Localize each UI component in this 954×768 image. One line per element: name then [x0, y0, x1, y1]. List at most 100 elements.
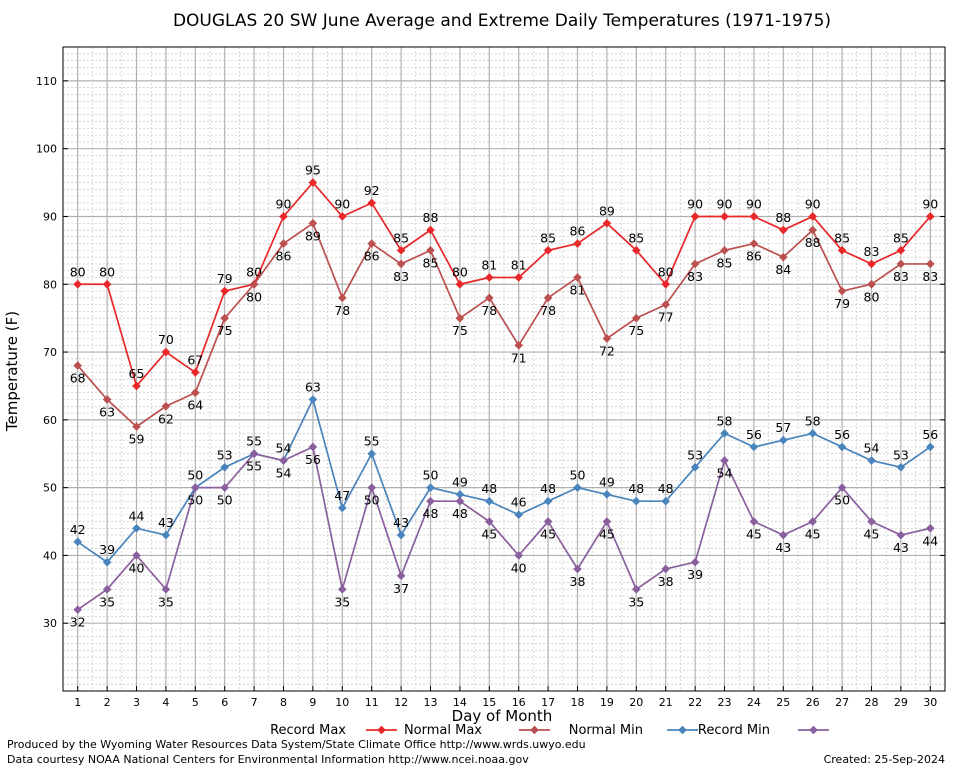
- data-label: 50: [187, 493, 203, 508]
- x-tick-label: 18: [571, 696, 585, 709]
- x-tick-label: 5: [192, 696, 199, 709]
- data-point: [514, 340, 524, 350]
- x-tick-label: 25: [776, 696, 790, 709]
- data-label: 95: [305, 163, 321, 178]
- data-label: 85: [423, 255, 439, 270]
- data-point: [867, 517, 876, 526]
- data-label: 35: [158, 594, 174, 609]
- legend-item: Normal Min: [569, 723, 698, 738]
- data-label: 32: [70, 615, 86, 630]
- y-tick-label: 80: [43, 278, 57, 291]
- data-label: 53: [893, 447, 909, 462]
- x-tick-label: 8: [280, 696, 287, 709]
- data-label: 50: [364, 493, 380, 508]
- x-tick-label: 11: [365, 696, 379, 709]
- data-label: 58: [717, 413, 733, 428]
- legend-label: Record Max: [270, 723, 346, 738]
- data-label: 86: [364, 249, 380, 264]
- legend-item: Normal Max: [404, 723, 550, 738]
- data-point: [867, 259, 876, 269]
- data-point: [132, 381, 141, 391]
- data-label: 90: [746, 196, 762, 211]
- x-tick-label: 10: [335, 696, 349, 709]
- data-point: [543, 496, 553, 506]
- data-label: 54: [276, 441, 292, 456]
- x-tick-label: 26: [806, 696, 820, 709]
- data-point: [396, 530, 406, 540]
- data-label: 37: [393, 581, 409, 596]
- data-point: [720, 246, 729, 255]
- legend-item: Record Min: [698, 723, 829, 738]
- data-point: [426, 496, 435, 506]
- data-point: [808, 429, 818, 438]
- data-point: [896, 259, 906, 269]
- data-label: 35: [334, 594, 350, 609]
- data-point: [161, 347, 171, 357]
- series-record-min: 32 35 40 35 50 50 55 54 56 35 50 37 48 48 45 40 45 38 45 35…: [70, 442, 938, 630]
- data-label: 83: [687, 269, 703, 284]
- data-label: 50: [570, 468, 586, 483]
- data-point: [690, 212, 700, 221]
- data-point: [279, 456, 288, 465]
- data-label: 45: [599, 527, 615, 542]
- data-label: 49: [599, 474, 615, 489]
- data-point: [631, 246, 641, 255]
- data-label: 54: [717, 466, 733, 481]
- data-label: 83: [393, 269, 409, 284]
- data-point: [102, 585, 112, 594]
- data-point: [631, 313, 641, 323]
- data-point: [220, 286, 230, 296]
- data-label: 53: [687, 447, 703, 462]
- data-label: 68: [70, 371, 86, 386]
- data-point: [573, 564, 582, 574]
- data-point: [455, 313, 465, 323]
- data-label: 88: [805, 235, 821, 250]
- series-layer: 80 80 65 70 67 79 80 90 95 90 92 85 88 80 81 81 85 86 89 85…: [70, 163, 939, 630]
- y-tick-label: 50: [43, 482, 57, 495]
- data-point: [220, 483, 230, 492]
- data-point: [749, 239, 759, 248]
- data-point: [896, 462, 906, 472]
- data-point: [337, 212, 347, 221]
- data-point: [161, 401, 171, 411]
- data-label: 79: [834, 296, 850, 311]
- data-label: 85: [834, 230, 850, 245]
- x-tick-label: 4: [162, 696, 169, 709]
- y-tick-label: 40: [43, 549, 57, 562]
- data-label: 85: [717, 255, 733, 270]
- data-label: 83: [864, 244, 880, 259]
- data-label: 88: [423, 210, 439, 225]
- series-line: [77, 181, 931, 388]
- x-tick-label: 19: [600, 696, 614, 709]
- data-point: [73, 537, 83, 547]
- data-label: 47: [334, 488, 350, 503]
- data-label: 53: [217, 447, 233, 462]
- data-label: 80: [246, 289, 262, 304]
- data-point: [484, 273, 494, 282]
- data-label: 45: [864, 527, 880, 542]
- data-label: 46: [511, 495, 527, 510]
- data-point: [778, 530, 788, 540]
- data-label: 48: [540, 481, 556, 496]
- chart-title: DOUGLAS 20 SW June Average and Extreme D…: [173, 11, 831, 31]
- data-point: [720, 429, 729, 438]
- data-label: 55: [364, 434, 380, 449]
- data-label: 58: [805, 413, 821, 428]
- x-tick-label: 6: [221, 696, 228, 709]
- data-point: [132, 523, 141, 533]
- series-line: [77, 445, 931, 611]
- data-point: [778, 252, 788, 262]
- data-point: [279, 212, 288, 221]
- y-tick-label: 110: [36, 75, 57, 88]
- data-label: 80: [70, 264, 86, 279]
- data-point: [426, 225, 435, 235]
- data-label: 86: [746, 249, 762, 264]
- data-point: [367, 198, 377, 208]
- data-label: 75: [452, 323, 468, 338]
- data-point: [896, 530, 906, 540]
- legend-marker: [678, 725, 687, 735]
- data-point: [102, 279, 112, 289]
- data-label: 45: [805, 527, 821, 542]
